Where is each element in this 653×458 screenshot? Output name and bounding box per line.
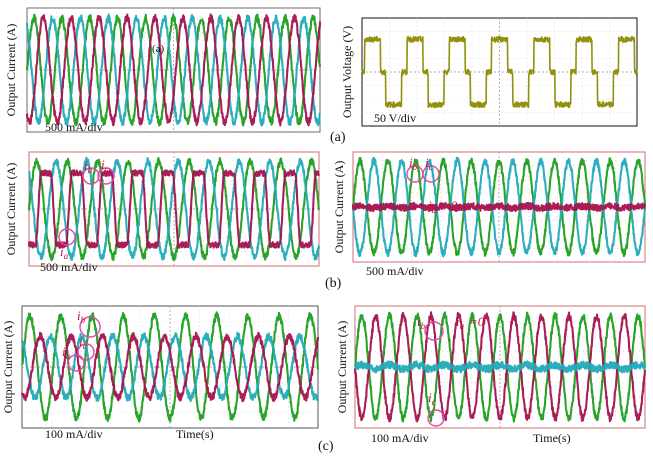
label-b-left-ia-letter: i [60, 244, 64, 259]
label-b-right-ic-sub: c [429, 162, 433, 172]
series-b-right-magenta [351, 201, 647, 213]
label-c-right-ia-letter: i [456, 314, 460, 329]
figure-label-a: (a) [330, 130, 346, 145]
label-b-right-zero: =0 [442, 198, 458, 213]
series-c-right-cyan [353, 360, 647, 374]
label-c-right-ic: ic [428, 390, 436, 407]
panel-a-inner-label: (a) [152, 43, 165, 55]
circle-b-left-ib [82, 167, 100, 185]
series-a-voltage-olive [361, 35, 638, 109]
label-c-left-ia-letter: i [62, 344, 66, 359]
xlabel-c-left: Time(s) [176, 427, 214, 441]
series-b-right-cyan [352, 156, 647, 258]
circle-b-right-ic [422, 165, 440, 183]
circle-c-left-ib [79, 316, 101, 338]
scale-a-voltage: 50 V/div [374, 111, 416, 125]
circle-c-right-ic [427, 409, 445, 427]
label-c-left-ib-sub: b [81, 315, 86, 325]
label-c-left-ia: ia [62, 344, 71, 361]
label-c-right-ib-letter: i [417, 314, 421, 329]
scale-b-right: 500 mA/div [366, 264, 424, 278]
label-b-left-ic-sub: c [105, 164, 109, 174]
grid-c-left [22, 306, 318, 428]
scale-c-right: 100 mA/div [371, 431, 429, 445]
label-b-right-ib-letter: i [409, 155, 413, 170]
ylabel-a-current: Output Current (A) [4, 24, 18, 117]
label-b-right-ib: ib [409, 155, 418, 172]
label-b-left-ia: ia [60, 244, 69, 261]
label-c-right-ic-letter: i [428, 390, 432, 405]
label-c-right-ia: ia [456, 314, 465, 331]
xlabel-c-right: Time(s) [533, 431, 571, 445]
waveforms [20, 13, 647, 423]
label-c-right-ia-sub: a [460, 321, 465, 331]
series-c-left-green [21, 311, 320, 423]
series-b-left-magenta [27, 169, 320, 249]
series-a-current-magenta [25, 13, 322, 127]
scale-a-current: 500 mA/div [45, 120, 103, 134]
label-b-right-ib-sub: b [413, 162, 418, 172]
label-c-left-ia-sub: a [66, 351, 71, 361]
series-b-right-green [351, 156, 647, 258]
label-c-right-zero: =0 [469, 314, 485, 329]
figure-label-b: (b) [325, 276, 342, 291]
label-b-right-ia-sub: a [432, 205, 437, 215]
label-c-right-ib: ib [417, 314, 426, 331]
label-c-left-ic-letter: i [79, 334, 83, 349]
label-c-left-ib-letter: i [77, 308, 81, 323]
label-b-left-ib-sub: b [88, 165, 93, 175]
label-b-right-ic: ic [425, 155, 433, 172]
circle-c-right-ib [424, 321, 444, 341]
label-b-left-ic: ic [101, 157, 109, 174]
label-b-left-ib: ib [84, 158, 93, 175]
circle-b-left-ia [58, 228, 76, 246]
circle-c-left-ia [67, 354, 85, 372]
label-c-right-ic-sub: c [432, 397, 436, 407]
ylabel-c-right: Output Current (A) [335, 321, 349, 414]
series-c-right-magenta [353, 311, 647, 423]
ylabel-c-left: Output Current (A) [1, 321, 15, 414]
series-a-current-green [25, 13, 322, 127]
label-b-left-ic-letter: i [101, 157, 105, 172]
label-b-left-ib-letter: i [84, 158, 88, 173]
label-c-right-ib-sub: b [421, 321, 426, 331]
label-c-left-ic: ic [79, 334, 87, 351]
label-b-right-ia: ia [428, 198, 437, 215]
circle-c-left-ic [77, 343, 95, 361]
series-c-left-magenta [20, 331, 320, 403]
label-c-left-ib: ib [77, 308, 86, 325]
label-c-left-ic-sub: c [83, 341, 87, 351]
series-c-right-green [354, 311, 647, 423]
ylabel-b-left: Output Current (A) [4, 163, 18, 256]
label-b-left-ia-sub: a [64, 251, 69, 261]
figure-label-c: (c) [318, 439, 334, 454]
circle-b-left-ic [97, 167, 115, 185]
scale-c-left: 100 mA/div [45, 427, 103, 441]
scale-b-left: 500 mA/div [40, 260, 98, 274]
label-b-right-ia-letter: i [428, 198, 432, 213]
ylabel-b-right: Output Current (A) [332, 161, 346, 254]
ylabel-a-voltage: Output Voltage (V) [340, 26, 354, 118]
label-b-right-ic-letter: i [425, 155, 429, 170]
